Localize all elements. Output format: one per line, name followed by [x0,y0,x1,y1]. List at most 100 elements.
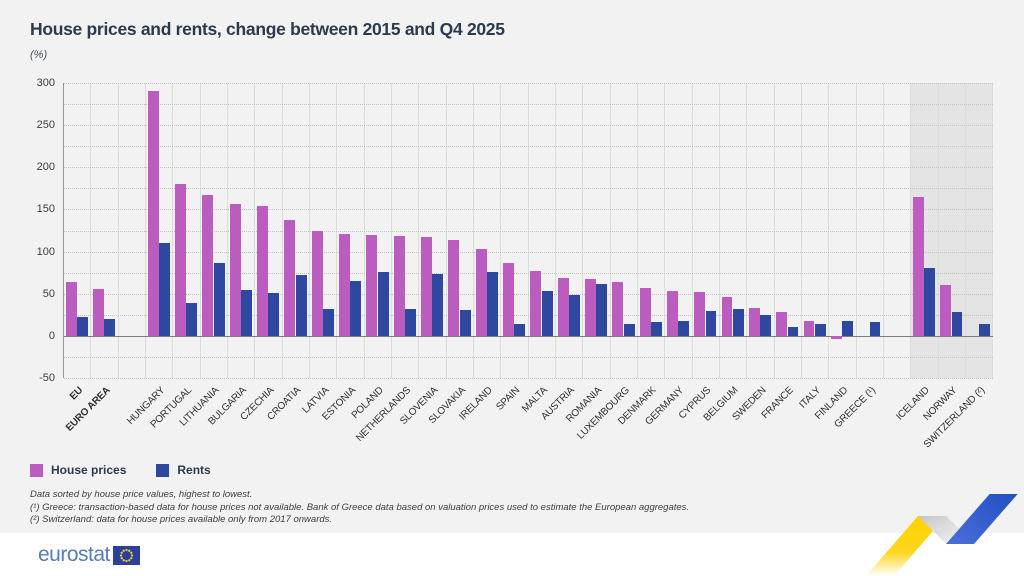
house-price-bar [831,335,842,340]
legend-label-house-prices: House prices [51,463,127,477]
house-price-bar [229,204,241,336]
gridline [64,104,993,106]
rent-bar [787,327,799,336]
footnote-line: (¹) Greece: transaction-based data for h… [30,501,690,513]
rent-bar [487,271,498,336]
rent-bar [842,320,854,336]
house-price-bar [694,292,706,336]
house-price-bar [366,234,378,336]
footnote-line: (²) Switzerland: data for house prices a… [30,514,333,526]
house-price-bar [530,270,542,336]
rent-bar [924,267,936,336]
gridline [64,251,993,253]
house-price-bar [475,249,487,336]
house-price-bar [803,320,815,336]
eurostat-logo-text: eurostat [38,543,110,566]
house-price-bar [202,195,214,336]
eurostat-ribbon-graphic [866,494,1018,576]
rent-bar [268,292,280,336]
house-price-bar [257,206,268,336]
rent-bar [186,303,198,336]
house-price-bar [147,91,159,336]
house-price-bar [503,263,514,336]
y-tick-label: 200 [36,161,55,174]
rent-bar [951,312,963,336]
gridline [64,125,993,127]
house-price-bar [448,239,460,336]
legend-label-rents: Rents [177,463,211,477]
footnotes: Data sorted by house price values, highe… [30,489,689,527]
house-price-bar [749,308,760,336]
category-label: EU [67,385,85,403]
eurostat-logo: eurostat [38,543,140,567]
house-prices-swatch-icon [30,463,43,477]
house-price-bar [557,277,569,336]
rent-bar [815,324,826,336]
rent-bar [241,290,252,336]
legend-item-rents: Rents [156,463,211,477]
house-price-bar [65,281,77,336]
rent-bar [295,275,307,336]
plot-area: EU EURO AREA HUNGARY PORTUGAL LITHUANIA BULGA… [63,83,994,450]
y-tick-label: 50 [42,287,55,300]
gridline [64,272,993,274]
rent-bar [514,324,526,336]
rent-bar [869,322,881,336]
rent-bar [623,324,635,336]
rent-bar [213,262,225,336]
house-price-bar [585,278,596,336]
y-tick-label: 250 [36,119,55,132]
gridline [64,188,993,190]
house-price-bar [421,237,432,336]
house-price-bar [93,288,104,336]
house-price-bar [913,196,924,336]
rent-bar [651,321,662,336]
rent-bar [159,243,170,336]
rent-bar [104,319,116,336]
gridline [64,230,993,232]
rent-bar [760,314,772,336]
gridline [64,146,993,148]
house-price-bar [639,287,651,336]
house-price-bar [776,312,788,336]
y-tick-label: 100 [36,245,55,258]
category-label: SPAIN [494,385,523,413]
gridline [64,209,993,211]
gridline [64,167,993,169]
footer-bar: eurostat [0,533,1024,576]
rent-bar [678,320,690,336]
house-price-bar [721,297,733,336]
rent-bar [733,308,744,336]
gridline [64,356,993,358]
eu-flag-icon [112,545,140,565]
rent-bar [596,284,608,336]
rent-bar [459,309,471,336]
gridline [64,293,993,295]
house-price-bar [667,291,678,336]
house-price-bar [940,285,952,336]
y-tick-label: 150 [36,203,55,216]
house-price-bar [311,231,323,336]
house-price-bar [339,233,350,336]
rents-swatch-icon [156,463,170,477]
page-title: House prices and rents, change between 2… [30,19,505,39]
y-tick-label: -50 [39,372,55,384]
rent-bar [705,311,717,336]
y-tick-label: 300 [36,77,55,89]
gridline [64,378,993,379]
rent-bar [541,291,553,336]
rent-bar [323,308,334,336]
footnote-line: Data sorted by house price values, highe… [30,489,253,500]
rent-bar [77,317,88,336]
rent-bar [978,324,990,336]
rent-bar [377,271,389,336]
gridline [64,83,993,84]
legend-item-house-prices: House prices [30,463,126,477]
rent-bar [350,281,362,336]
legend: House prices Rents [30,463,211,477]
rent-bar [569,294,580,336]
house-price-bar [393,235,405,336]
rent-bar [432,274,444,336]
house-price-bar [612,281,624,336]
